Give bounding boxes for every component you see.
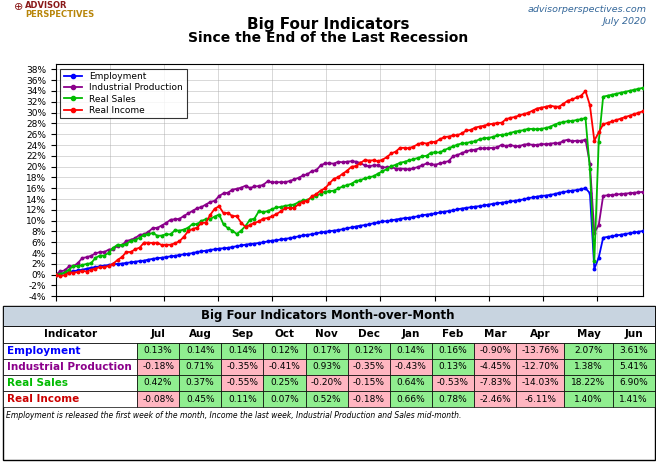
Text: 0.45%: 0.45%	[186, 395, 215, 403]
Text: May: May	[577, 329, 600, 339]
Text: -0.18%: -0.18%	[142, 363, 174, 371]
Text: 0.66%: 0.66%	[396, 395, 425, 403]
Text: 18.22%: 18.22%	[571, 379, 605, 387]
Text: -12.70%: -12.70%	[522, 363, 559, 371]
Text: 0.71%: 0.71%	[186, 363, 215, 371]
Text: 3.61%: 3.61%	[619, 346, 648, 355]
Text: Oct: Oct	[274, 329, 295, 339]
Text: -14.03%: -14.03%	[522, 379, 559, 387]
Text: Real Sales: Real Sales	[7, 378, 68, 388]
Text: Industrial Production: Industrial Production	[7, 362, 132, 372]
Text: 5.41%: 5.41%	[619, 363, 648, 371]
Text: -0.20%: -0.20%	[311, 379, 342, 387]
Text: Real Income: Real Income	[7, 394, 79, 404]
Text: -0.08%: -0.08%	[142, 395, 174, 403]
Legend: Employment, Industrial Production, Real Sales, Real Income: Employment, Industrial Production, Real …	[60, 69, 186, 118]
Text: 0.12%: 0.12%	[354, 346, 383, 355]
Text: -0.41%: -0.41%	[268, 363, 300, 371]
Text: Indicator: Indicator	[43, 329, 96, 339]
Text: 0.93%: 0.93%	[312, 363, 341, 371]
Text: 1.38%: 1.38%	[574, 363, 603, 371]
Text: 0.07%: 0.07%	[270, 395, 299, 403]
Text: Big Four Indicators: Big Four Indicators	[247, 17, 409, 32]
Text: 0.64%: 0.64%	[397, 379, 425, 387]
Text: ADVISOR: ADVISOR	[25, 1, 68, 10]
Text: Dec: Dec	[358, 329, 380, 339]
Text: -0.35%: -0.35%	[353, 363, 385, 371]
Text: -0.55%: -0.55%	[226, 379, 258, 387]
Text: Sep: Sep	[232, 329, 253, 339]
Text: 0.42%: 0.42%	[144, 379, 173, 387]
Text: Employment is released the first week of the month, Income the last week, Indust: Employment is released the first week of…	[6, 411, 461, 420]
Text: Jul: Jul	[151, 329, 165, 339]
Text: 0.14%: 0.14%	[186, 346, 215, 355]
Text: 6.90%: 6.90%	[619, 379, 648, 387]
Text: 0.78%: 0.78%	[439, 395, 468, 403]
Text: -4.45%: -4.45%	[480, 363, 511, 371]
Text: -0.43%: -0.43%	[395, 363, 427, 371]
Text: PERSPECTIVES: PERSPECTIVES	[25, 10, 94, 19]
Text: 2.07%: 2.07%	[574, 346, 603, 355]
Text: Aug: Aug	[189, 329, 212, 339]
Text: Jun: Jun	[625, 329, 643, 339]
Text: advisorperspectives.com: advisorperspectives.com	[527, 5, 646, 14]
Text: -7.83%: -7.83%	[479, 379, 511, 387]
Text: -0.53%: -0.53%	[437, 379, 469, 387]
Text: ⊕: ⊕	[14, 2, 24, 12]
Text: Nov: Nov	[316, 329, 338, 339]
X-axis label: Years Since the 2009 Trough: Years Since the 2009 Trough	[266, 319, 433, 329]
Text: 0.12%: 0.12%	[270, 346, 299, 355]
Text: Big Four Indicators Month-over-Month: Big Four Indicators Month-over-Month	[201, 309, 455, 322]
Text: 0.37%: 0.37%	[186, 379, 215, 387]
Text: -2.46%: -2.46%	[480, 395, 511, 403]
Text: 1.41%: 1.41%	[619, 395, 648, 403]
Text: -0.35%: -0.35%	[226, 363, 258, 371]
Text: 0.14%: 0.14%	[228, 346, 256, 355]
Text: 0.16%: 0.16%	[439, 346, 468, 355]
Text: -13.76%: -13.76%	[522, 346, 559, 355]
Text: 0.11%: 0.11%	[228, 395, 256, 403]
Text: -0.90%: -0.90%	[479, 346, 511, 355]
Text: 0.14%: 0.14%	[397, 346, 425, 355]
Text: 1.40%: 1.40%	[574, 395, 603, 403]
Text: Feb: Feb	[442, 329, 464, 339]
Text: Since the End of the Last Recession: Since the End of the Last Recession	[188, 31, 468, 45]
Text: 0.17%: 0.17%	[312, 346, 341, 355]
Text: -6.11%: -6.11%	[524, 395, 556, 403]
Text: Mar: Mar	[484, 329, 506, 339]
Text: Apr: Apr	[530, 329, 550, 339]
Text: -0.15%: -0.15%	[353, 379, 385, 387]
Text: 0.13%: 0.13%	[144, 346, 173, 355]
Text: July 2020: July 2020	[602, 17, 646, 26]
Text: 0.13%: 0.13%	[439, 363, 468, 371]
Text: Jan: Jan	[401, 329, 420, 339]
Text: 0.52%: 0.52%	[312, 395, 341, 403]
Text: Employment: Employment	[7, 346, 81, 356]
Text: -0.18%: -0.18%	[353, 395, 385, 403]
Text: 0.25%: 0.25%	[270, 379, 299, 387]
